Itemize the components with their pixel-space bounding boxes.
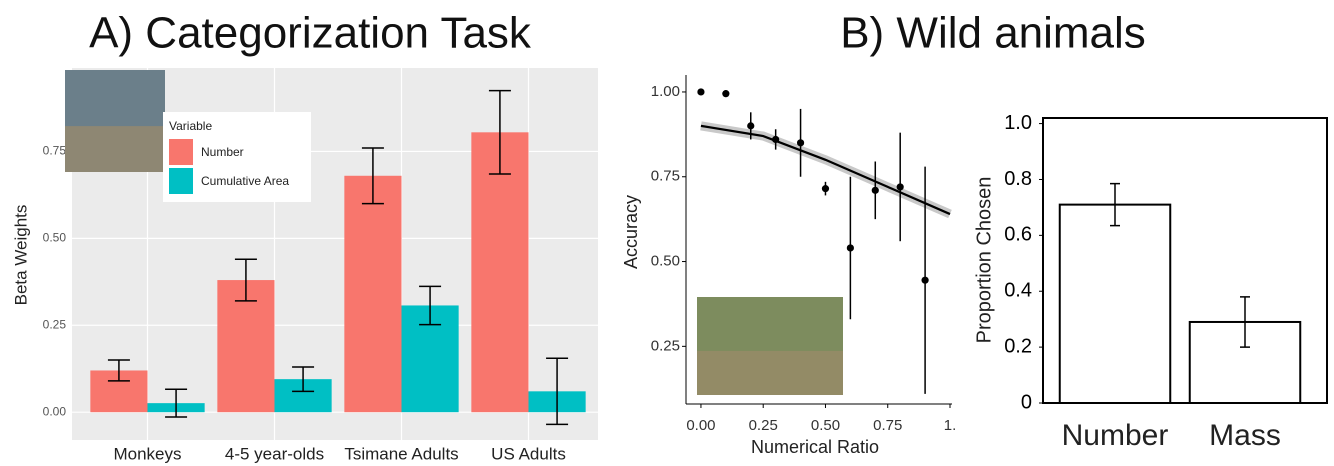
y-axis-label: Proportion Chosen [973, 177, 995, 344]
bar [1060, 205, 1171, 403]
y-tick-label: 0.25 [651, 337, 680, 354]
x-tick-label: 0.50 [811, 417, 840, 434]
x-tick-label: 0.00 [686, 417, 715, 434]
point [797, 139, 804, 146]
y-tick-label: 0.2 [1004, 335, 1032, 357]
y-tick-label: 1.00 [651, 83, 680, 100]
x-tick-label: 1. [944, 417, 957, 434]
figure: A) Categorization Task B) Wild animals 0… [0, 0, 1334, 466]
bar [344, 176, 401, 412]
x-tick-label: 4-5 year-olds [225, 444, 324, 463]
y-tick-label: 0.50 [43, 231, 67, 245]
legend-label: Cumulative Area [201, 174, 289, 188]
y-tick-label: 0.4 [1004, 280, 1032, 302]
point [722, 90, 729, 97]
y-tick-label: 0.75 [43, 144, 67, 158]
point [897, 183, 904, 190]
y-tick-label: 0.00 [43, 404, 67, 418]
point [847, 244, 854, 251]
legend-swatch [169, 168, 193, 194]
fit-band [701, 126, 950, 214]
legend-swatch [169, 139, 193, 165]
x-tick-label: Number [1062, 419, 1169, 452]
x-axis-label: Numerical Ratio [751, 437, 879, 457]
x-tick-label: 0.75 [873, 417, 902, 434]
point [772, 136, 779, 143]
x-tick-label: Monkeys [113, 444, 181, 463]
point [697, 88, 704, 95]
y-tick-label: 0.50 [651, 253, 680, 270]
y-axis-label: Beta Weights [11, 205, 30, 306]
x-tick-label: Tsimane Adults [344, 444, 458, 463]
y-tick-label: 0 [1021, 391, 1032, 413]
point [921, 277, 928, 284]
y-axis-label: Accuracy [621, 195, 641, 269]
chart-title: A) Categorization Task [89, 9, 532, 58]
y-tick-label: 0.8 [1004, 168, 1032, 190]
point [872, 187, 879, 194]
legend-label: Number [201, 145, 244, 159]
x-tick-label: US Adults [491, 444, 566, 463]
y-tick-label: 0.75 [651, 168, 680, 185]
photo-ground [65, 126, 165, 172]
page: {"chart_data": [ {"type": "bar", "title"… [0, 0, 1334, 466]
x-tick-label: 0.25 [749, 417, 778, 434]
y-tick-label: 1.0 [1004, 112, 1032, 134]
y-tick-label: 0.6 [1004, 224, 1032, 246]
point [747, 122, 754, 129]
point [822, 185, 829, 192]
chart-title: B) Wild animals [840, 9, 1146, 58]
legend-title: Variable [169, 119, 212, 133]
x-tick-label: Mass [1209, 419, 1281, 452]
y-tick-label: 0.25 [43, 317, 67, 331]
photo-ground [697, 351, 843, 395]
